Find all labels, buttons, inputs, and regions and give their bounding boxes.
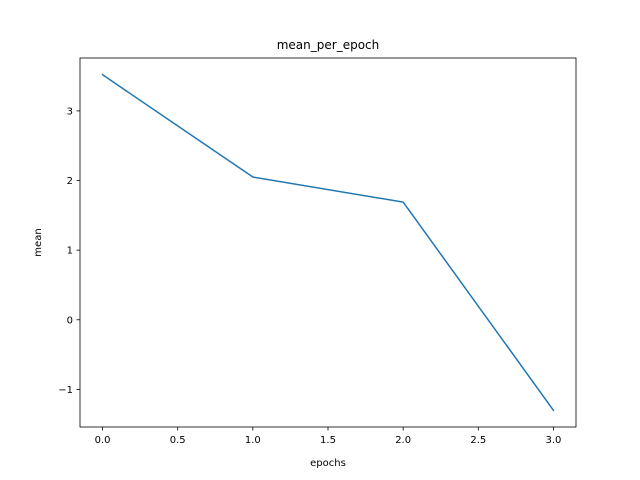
y-axis-label: mean bbox=[33, 228, 44, 256]
x-tick-label: 2.5 bbox=[470, 435, 486, 446]
series-line bbox=[101, 73, 555, 412]
x-axis-ticks: 0.0 0.5 1.0 1.5 2.0 2.5 3.0 bbox=[95, 427, 562, 446]
x-tick-label: 0.0 bbox=[95, 435, 111, 446]
y-tick-label: 1 bbox=[67, 246, 73, 257]
x-tick-label: 0.5 bbox=[170, 435, 186, 446]
x-tick-label: 1.5 bbox=[320, 435, 336, 446]
y-axis-ticks: −1 0 1 2 3 bbox=[58, 106, 80, 396]
y-tick-label: 0 bbox=[67, 315, 73, 326]
y-tick-label: 3 bbox=[67, 106, 73, 117]
chart-title: mean_per_epoch bbox=[277, 38, 380, 52]
y-tick-label: −1 bbox=[58, 385, 73, 396]
x-tick-label: 1.0 bbox=[245, 435, 261, 446]
plot-frame bbox=[79, 57, 577, 428]
x-tick-label: 3.0 bbox=[546, 435, 562, 446]
x-axis-label: epochs bbox=[310, 458, 346, 469]
x-tick-label: 2.0 bbox=[395, 435, 411, 446]
y-tick-label: 2 bbox=[67, 176, 73, 187]
